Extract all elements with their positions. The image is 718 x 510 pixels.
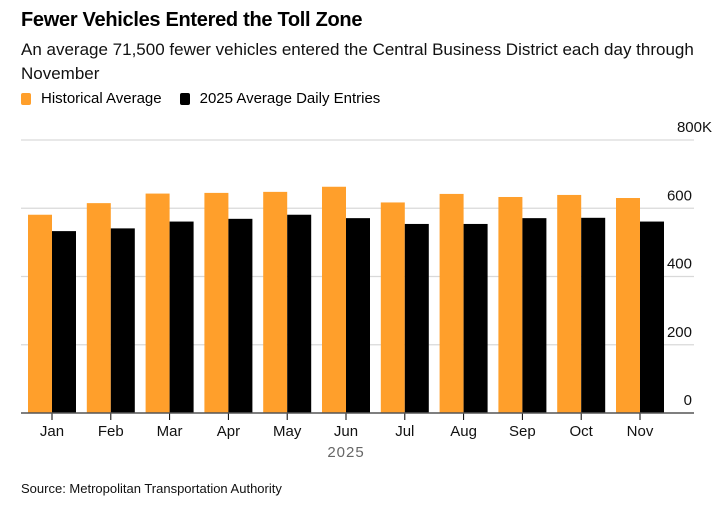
legend-swatch-historical: [21, 92, 31, 105]
x-tick-label: Feb: [98, 423, 124, 440]
x-tick-label: Aug: [450, 423, 477, 440]
x-tick-label: Nov: [627, 423, 654, 440]
x-tick-label: Sep: [509, 423, 536, 440]
legend-swatch-2025: [179, 92, 190, 105]
legend-label-2025: 2025 Average Daily Entries: [199, 90, 381, 107]
bar-historical: [616, 198, 640, 413]
bar-2025: [228, 218, 253, 413]
y-tick-label: 0: [684, 392, 692, 409]
chart-title: Fewer Vehicles Entered the Toll Zone: [21, 9, 363, 31]
x-tick-label: Mar: [157, 423, 183, 440]
bar-2025: [522, 218, 547, 413]
x-tick-label: Jun: [334, 423, 358, 440]
bar-2025: [346, 218, 370, 413]
bar-historical: [557, 194, 582, 413]
y-tick-label: 200: [667, 324, 692, 341]
legend: Historical Average 2025 Average Daily En…: [21, 90, 398, 107]
bar-2025: [581, 217, 606, 413]
y-tick-label: 600: [667, 187, 692, 204]
y-tick-label: 800K: [677, 119, 712, 136]
source-note: Source: Metropolitan Transportation Auth…: [21, 481, 282, 496]
x-tick-label: Jan: [40, 423, 64, 440]
legend-label-historical: Historical Average: [41, 90, 162, 107]
bar-chart: 0 200 400 600 800K Jan Feb Mar Apr May Jun Jul Aug Se…: [21, 119, 712, 460]
bar-historical: [145, 193, 170, 413]
x-axis-title: 2025: [327, 444, 364, 460]
legend-item-historical: Historical Average: [21, 90, 162, 107]
bar-historical: [322, 186, 346, 413]
bar-historical: [380, 202, 405, 413]
bar-historical: [204, 192, 229, 413]
y-tick-label: 400: [667, 256, 692, 273]
bar-2025: [52, 231, 76, 413]
bar-2025: [463, 223, 488, 413]
bar-2025: [404, 223, 429, 413]
bar-2025: [110, 228, 135, 413]
x-tick-label: Oct: [570, 423, 594, 440]
bar-historical: [498, 196, 523, 413]
x-tick-label: Apr: [217, 423, 240, 440]
bar-2025: [287, 214, 312, 413]
legend-item-2025: 2025 Average Daily Entries: [179, 90, 381, 107]
bar-historical: [86, 203, 111, 413]
bar-2025: [169, 221, 194, 413]
bar-historical: [439, 193, 464, 413]
x-tick-label: May: [273, 423, 302, 440]
bar-historical: [263, 191, 288, 413]
x-tick-label: Jul: [395, 423, 414, 440]
chart-subtitle: An average 71,500 fewer vehicles entered…: [21, 40, 694, 83]
bar-2025: [640, 221, 664, 413]
bar-historical: [28, 214, 52, 413]
